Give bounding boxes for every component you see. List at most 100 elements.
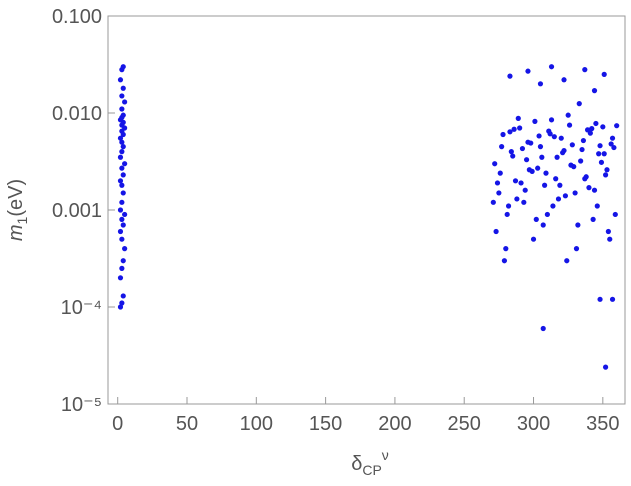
point bbox=[558, 135, 564, 141]
point bbox=[600, 124, 606, 130]
point bbox=[608, 141, 614, 147]
y-tick-label: 0.010 bbox=[52, 103, 102, 125]
point bbox=[601, 71, 607, 77]
point bbox=[561, 77, 567, 83]
point bbox=[547, 131, 553, 137]
point bbox=[501, 258, 508, 264]
point bbox=[122, 246, 128, 252]
point bbox=[609, 135, 616, 141]
x-tick-label: 200 bbox=[378, 413, 411, 435]
point bbox=[494, 180, 501, 186]
point bbox=[496, 190, 502, 196]
point bbox=[119, 199, 125, 205]
point bbox=[510, 153, 516, 159]
point bbox=[499, 144, 505, 150]
y-tick-label: 0.001 bbox=[52, 200, 102, 222]
point bbox=[117, 178, 124, 184]
x-label-base: δ bbox=[351, 453, 362, 475]
point bbox=[120, 112, 126, 118]
point bbox=[535, 165, 541, 171]
point bbox=[543, 170, 549, 176]
point bbox=[580, 137, 587, 144]
point bbox=[507, 129, 513, 135]
point bbox=[120, 85, 126, 91]
x-tick-label: 0 bbox=[112, 413, 123, 435]
point bbox=[564, 258, 570, 264]
point bbox=[518, 180, 524, 186]
x-tick-label: 50 bbox=[176, 413, 198, 435]
point bbox=[607, 236, 613, 242]
point bbox=[521, 199, 527, 205]
point bbox=[544, 211, 550, 218]
point bbox=[497, 170, 503, 176]
point bbox=[536, 133, 542, 139]
point bbox=[601, 151, 607, 157]
point bbox=[532, 118, 538, 124]
point bbox=[119, 93, 125, 99]
point bbox=[612, 211, 618, 218]
point bbox=[604, 167, 610, 173]
point bbox=[117, 304, 124, 310]
point bbox=[122, 211, 128, 218]
x-tick-label: 100 bbox=[240, 413, 273, 435]
point bbox=[117, 135, 124, 141]
point bbox=[605, 228, 611, 235]
point bbox=[120, 64, 126, 70]
point bbox=[117, 275, 124, 281]
point bbox=[517, 125, 523, 131]
point bbox=[568, 162, 574, 168]
point bbox=[120, 144, 126, 150]
point bbox=[119, 182, 125, 188]
point bbox=[119, 106, 125, 112]
point bbox=[519, 145, 526, 152]
point bbox=[591, 88, 598, 94]
point bbox=[560, 150, 566, 156]
point bbox=[591, 187, 598, 193]
point bbox=[586, 185, 592, 191]
point bbox=[569, 142, 575, 148]
point bbox=[554, 154, 560, 160]
x-tick-label: 350 bbox=[586, 413, 619, 435]
point bbox=[537, 81, 544, 87]
point bbox=[589, 126, 595, 132]
point bbox=[120, 258, 126, 264]
point bbox=[540, 325, 546, 332]
point bbox=[119, 216, 125, 223]
point bbox=[522, 187, 528, 193]
point bbox=[492, 161, 498, 167]
point bbox=[525, 68, 531, 74]
point bbox=[573, 246, 580, 252]
point bbox=[582, 67, 588, 73]
point bbox=[515, 115, 521, 121]
point bbox=[609, 296, 616, 302]
point bbox=[117, 207, 124, 213]
point bbox=[540, 222, 546, 228]
point bbox=[119, 149, 125, 155]
y-axis-label: m1(eV) bbox=[5, 179, 30, 241]
y-label-sub: 1 bbox=[14, 216, 30, 224]
y-tick-label: 0.100 bbox=[52, 6, 102, 28]
point bbox=[551, 134, 557, 140]
point bbox=[550, 203, 556, 209]
point bbox=[579, 146, 585, 153]
point bbox=[596, 151, 602, 157]
point bbox=[122, 161, 128, 167]
point bbox=[602, 364, 609, 370]
point bbox=[576, 100, 582, 107]
point bbox=[593, 120, 599, 127]
point bbox=[507, 73, 513, 79]
point bbox=[562, 193, 568, 199]
point bbox=[493, 228, 499, 235]
plot-frame bbox=[107, 15, 626, 405]
point bbox=[594, 203, 600, 209]
point bbox=[553, 176, 559, 182]
x-tick-label: 300 bbox=[517, 413, 550, 435]
point bbox=[590, 216, 596, 223]
point bbox=[504, 211, 510, 218]
point bbox=[530, 236, 537, 242]
y-tick-label: 10⁻⁴ bbox=[61, 297, 102, 319]
point bbox=[512, 178, 519, 184]
y-label-rest: (eV) bbox=[5, 179, 27, 217]
point bbox=[117, 228, 124, 235]
point bbox=[508, 149, 514, 155]
